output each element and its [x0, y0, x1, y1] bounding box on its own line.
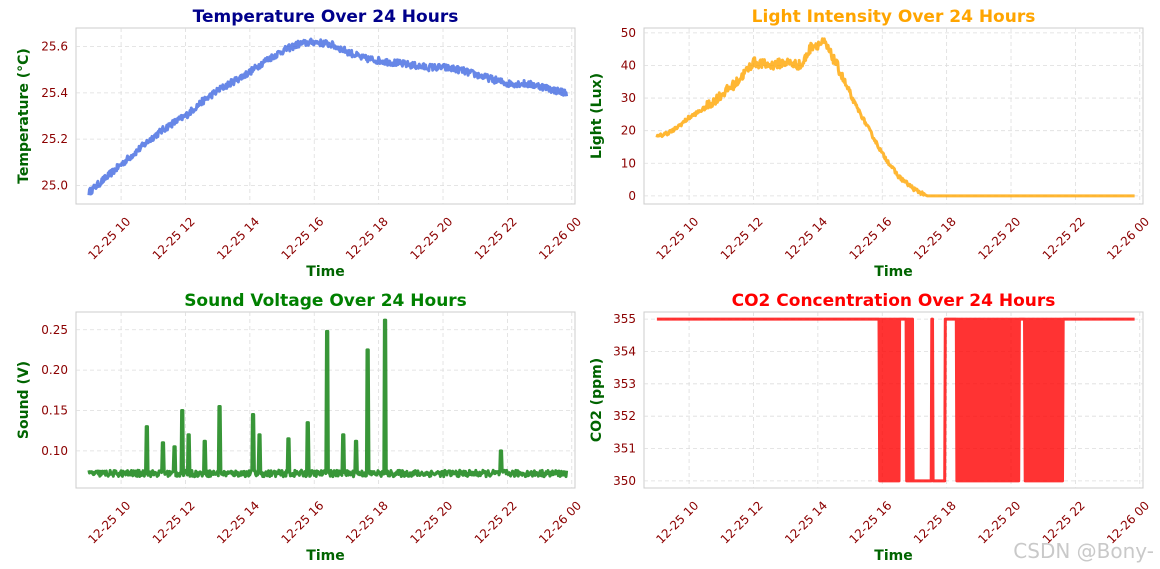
- chart-title: Temperature Over 24 Hours: [193, 7, 459, 27]
- x-tick-label: 12-25 10: [653, 498, 701, 546]
- chart-title: Light Intensity Over 24 Hours: [752, 7, 1036, 27]
- x-tick-label: 12-25 18: [343, 214, 391, 262]
- y-tick-label: 350: [613, 474, 636, 488]
- x-tick-label: 12-25 12: [718, 214, 766, 262]
- co2-series-line: [656, 317, 1136, 483]
- y-tick-label: 354: [613, 344, 636, 358]
- x-axis-label: Time: [306, 264, 344, 280]
- y-tick-label: 30: [621, 91, 636, 105]
- y-tick-label: 25.4: [41, 86, 68, 100]
- x-tick-label: 12-25 16: [279, 214, 327, 262]
- y-axis-label: Light (Lux): [589, 73, 605, 159]
- y-tick-label: 0.25: [41, 323, 68, 337]
- y-tick-label: 25.2: [41, 132, 68, 146]
- x-tick-label: 12-26 00: [536, 214, 584, 262]
- chart-title: Sound Voltage Over 24 Hours: [184, 291, 467, 311]
- watermark-text: CSDN @Bony-: [1013, 539, 1154, 563]
- plot-area: [75, 27, 576, 205]
- y-tick-label: 40: [621, 58, 636, 72]
- x-tick-label: 12-25 16: [847, 498, 895, 546]
- x-tick-label: 12-25 10: [85, 498, 133, 546]
- x-tick-label: 12-25 16: [847, 214, 895, 262]
- y-tick-label: 20: [621, 124, 636, 138]
- y-axis-label: CO2 (ppm): [589, 358, 605, 442]
- y-tick-label: 0.20: [41, 363, 68, 377]
- y-tick-label: 352: [613, 409, 636, 423]
- x-tick-label: 12-25 10: [653, 214, 701, 262]
- x-tick-label: 12-26 00: [1104, 214, 1152, 262]
- x-tick-label: 12-25 20: [975, 214, 1023, 262]
- y-tick-label: 0: [628, 189, 636, 203]
- x-axis-label: Time: [874, 548, 912, 564]
- chart-panel-1: Temperature Over 24 Hours 25.0 25.2 25.4 25.…: [16, 7, 584, 280]
- x-tick-label: 12-25 22: [1040, 214, 1088, 262]
- x-tick-label: 12-25 12: [718, 498, 766, 546]
- chart-panel-4: CO2 Concentration Over 24 Hours 350 351 352…: [589, 291, 1152, 564]
- y-axis-label: Sound (V): [16, 361, 32, 439]
- x-tick-label: 12-25 16: [279, 498, 327, 546]
- x-axis-label: Time: [306, 548, 344, 564]
- x-tick-label: 12-25 10: [85, 214, 133, 262]
- y-tick-label: 353: [613, 377, 636, 391]
- y-tick-label: 351: [613, 442, 636, 456]
- sound-series-line: [87, 318, 569, 479]
- x-axis-label: Time: [874, 264, 912, 280]
- chart-panel-3: Sound Voltage Over 24 Hours 0.10 0.15 0.20 0…: [16, 291, 584, 564]
- y-tick-label: 10: [621, 156, 636, 170]
- x-tick-label: 12-25 18: [343, 498, 391, 546]
- chart-title: CO2 Concentration Over 24 Hours: [732, 291, 1056, 311]
- x-tick-label: 12-25 22: [472, 214, 520, 262]
- y-tick-label: 25.0: [41, 178, 68, 192]
- x-tick-label: 12-25 14: [214, 498, 262, 546]
- x-tick-label: 12-25 22: [472, 498, 520, 546]
- y-tick-label: 0.10: [41, 444, 68, 458]
- x-tick-label: 12-25 20: [407, 214, 455, 262]
- x-tick-label: 12-25 20: [407, 498, 455, 546]
- x-tick-label: 12-25 12: [150, 498, 198, 546]
- chart-panel-2: Light Intensity Over 24 Hours 0 10 20 30 40 50…: [589, 7, 1152, 280]
- y-tick-label: 50: [621, 26, 636, 40]
- x-tick-label: 12-26 00: [536, 498, 584, 546]
- x-tick-label: 12-25 12: [150, 214, 198, 262]
- x-tick-label: 12-25 14: [782, 214, 830, 262]
- temperature-series-line: [87, 37, 569, 196]
- y-tick-label: 355: [613, 312, 636, 326]
- x-tick-label: 12-25 14: [214, 214, 262, 262]
- x-tick-label: 12-25 18: [911, 498, 959, 546]
- x-tick-label: 12-25 18: [911, 214, 959, 262]
- x-tick-label: 12-25 14: [782, 498, 830, 546]
- y-axis-label: Temperature (°C): [16, 48, 32, 184]
- light-series-line: [655, 37, 1136, 198]
- plot-area: [643, 27, 1144, 205]
- y-tick-label: 25.6: [41, 40, 68, 54]
- y-tick-label: 0.15: [41, 403, 68, 417]
